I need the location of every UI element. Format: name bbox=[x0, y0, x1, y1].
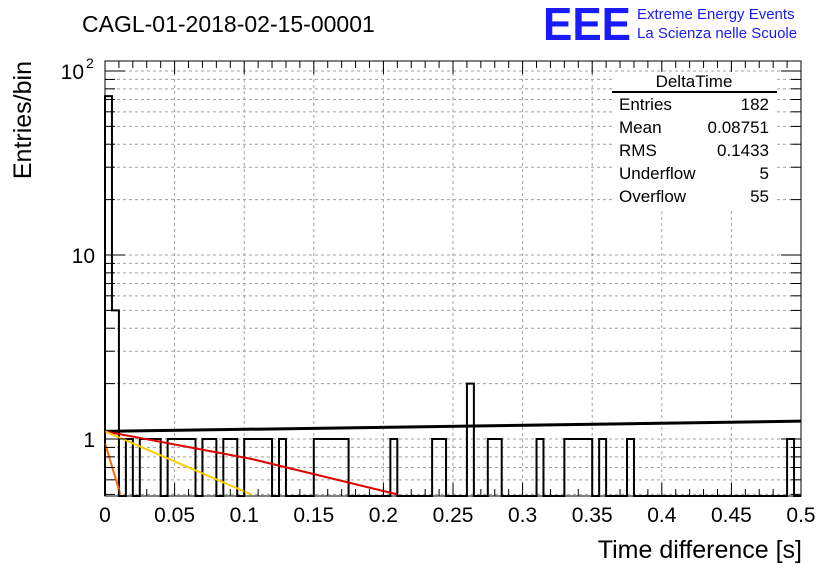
fit-curve bbox=[104, 430, 252, 496]
fit-curves bbox=[104, 419, 802, 496]
x-axis-label: Time difference [s] bbox=[598, 536, 802, 564]
logo-line1: Extreme Energy Events bbox=[637, 6, 795, 23]
stats-label-entries: Entries bbox=[619, 95, 672, 114]
x-tick-label: 0.4 bbox=[647, 504, 677, 527]
x-tick-label: 0.15 bbox=[293, 504, 334, 527]
x-tick-label: 0.3 bbox=[508, 504, 537, 527]
stats-value-entries: 182 bbox=[741, 95, 769, 114]
stats-label-rms: RMS bbox=[619, 141, 657, 160]
x-tick-label: 0.5 bbox=[786, 504, 815, 527]
stats-value-underflow: 5 bbox=[760, 164, 769, 183]
x-tick-label: 0.35 bbox=[572, 504, 613, 527]
stats-label-mean: Mean bbox=[619, 118, 662, 137]
stats-box: DeltaTime Entries 182 Mean 0.08751 RMS 0… bbox=[612, 72, 777, 208]
y-tick-label-exponent: 2 bbox=[86, 55, 94, 71]
stats-value-overflow: 55 bbox=[750, 187, 769, 206]
stats-label-underflow: Underflow bbox=[619, 164, 696, 183]
y-axis-label: Entries/bin bbox=[9, 61, 37, 179]
y-tick-label: 10 bbox=[72, 245, 95, 268]
x-tick-label: 0.2 bbox=[369, 504, 398, 527]
x-tick-label: 0.45 bbox=[711, 504, 752, 527]
x-tick-label: 0.1 bbox=[230, 504, 259, 527]
fit-curve bbox=[104, 442, 122, 495]
axes: 0 0.05 0.1 0.15 0.2 0.25 0.3 0.35 0.4 0.45 0.5 1 10 1… bbox=[61, 55, 816, 527]
fit-curve bbox=[104, 430, 398, 496]
stats-box-background bbox=[612, 72, 776, 208]
logo-line2: La Scienza nelle Scuole bbox=[637, 25, 797, 42]
stats-title: DeltaTime bbox=[656, 72, 733, 91]
x-tick-label: 0.05 bbox=[154, 504, 195, 527]
chart-title: CAGL-01-2018-02-15-00001 bbox=[82, 11, 375, 37]
fit-curve bbox=[104, 419, 802, 433]
x-tick-label: 0.25 bbox=[433, 504, 474, 527]
y-tick-label: 1 bbox=[83, 429, 95, 452]
stats-value-mean: 0.08751 bbox=[708, 118, 769, 137]
stats-label-overflow: Overflow bbox=[619, 187, 687, 206]
logo-letters: EEE bbox=[543, 0, 631, 50]
y-tick-label: 10 bbox=[61, 61, 84, 84]
eee-logo: EEE Extreme Energy Events La Scienza nel… bbox=[543, 0, 797, 50]
stats-value-rms: 0.1433 bbox=[717, 141, 769, 160]
x-tick-label: 0 bbox=[99, 504, 111, 527]
